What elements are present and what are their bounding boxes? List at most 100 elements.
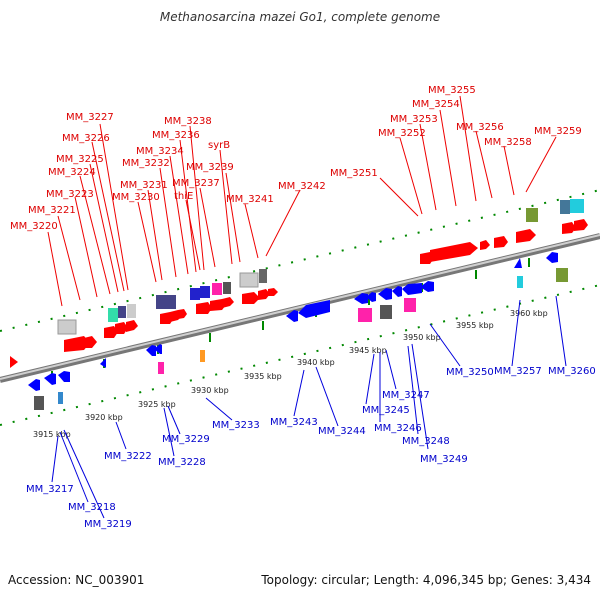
gene-label: MM_3258 [484,137,532,148]
feature-box [190,288,200,300]
gene-label: MM_3227 [66,112,114,123]
forward-gene-arrow [516,229,536,243]
gene-label: MM_3233 [212,420,260,431]
gene-label: MM_3241 [226,194,274,205]
gene-label: MM_3248 [402,436,450,447]
gene-label: MM_3219 [84,519,132,530]
scale-label: 3935 kbp [244,372,282,381]
scale-label: 3915 kbp [33,430,71,439]
feature-box [380,305,392,319]
gene-label: MM_3238 [164,116,212,127]
reverse-gene-arrow [146,345,156,356]
reverse-gene-arrow [44,373,56,385]
gene-label: MM_3230 [112,192,160,203]
gene-label: MM_3245 [362,405,410,416]
gene-label: MM_3256 [456,122,504,133]
reverse-gene-arrow [354,293,368,304]
gene-label: MM_3260 [548,366,596,377]
reverse-gene-arrow [154,344,162,354]
feature-box [223,282,231,294]
gene-label: MM_3255 [428,85,476,96]
gene-label: MM_3257 [494,366,542,377]
feature-box [526,208,538,222]
forward-gene-arrow [10,356,18,368]
forward-gene-arrow [574,219,588,231]
reverse-gene-arrow [298,300,330,318]
gene-label: MM_3237 [172,178,220,189]
forward-gene-arrow [222,297,234,308]
reverse-gene-arrow [392,286,402,297]
feature-box [108,308,118,322]
reverse-gene-arrow [28,379,40,391]
scale-label: 3930 kbp [191,386,229,395]
forward-gene-arrow [178,309,187,319]
forward-gene-arrow [562,222,576,234]
gene-label: MM_3254 [412,99,460,110]
scale-label: 3950 kbp [403,333,441,342]
gene-label: MM_3220 [10,221,58,232]
reverse-leader-lines [51,295,567,519]
gene-label: MM_3246 [374,423,422,434]
gene-label: MM_3221 [28,205,76,216]
gene-label: MM_3250 [446,367,494,378]
feature-box [259,269,267,283]
forward-gene-arrow [430,242,478,262]
gene-label: MM_3226 [62,133,110,144]
feature-box [200,350,205,362]
gene-label: MM_3224 [48,167,96,178]
feature-box [34,396,44,410]
gene-label: MM_3239 [186,162,234,173]
forward-gene-arrow [258,289,270,300]
gene-label: MM_3222 [104,451,152,462]
gene-label: MM_3253 [390,114,438,125]
gene-label: MM_3228 [158,457,206,468]
feature-box [570,199,584,213]
gene-label: MM_3244 [318,426,366,437]
genome-summary-text: Topology: circular; Length: 4,096,345 bp… [261,573,591,587]
reverse-gene-labels: MM_3217 MM_3218 MM_3219 MM_3222 MM_3228 … [26,366,596,530]
feature-box [118,306,126,318]
gene-label: MM_3229 [162,434,210,445]
gene-label: thiE [174,191,193,202]
scale-labels: 3915 kbp 3920 kbp 3925 kbp 3930 kbp 3935… [33,309,548,439]
feature-box [556,268,568,282]
gene-label: MM_3218 [68,502,116,513]
scale-label: 3955 kbp [456,321,494,330]
scale-label: 3960 kbp [510,309,548,318]
gene-label: MM_3234 [136,146,184,157]
gene-label: MM_3225 [56,154,104,165]
gene-label: MM_3223 [46,189,94,200]
feature-box [517,276,523,288]
reverse-gene-arrow [378,288,392,300]
feature-box [158,362,164,374]
reverse-gene-arrow [100,358,106,368]
forward-gene-arrow [268,288,278,296]
gene-label: MM_3217 [26,484,74,495]
gene-label: MM_3251 [330,168,378,179]
gene-label: MM_3249 [420,454,468,465]
gene-label: MM_3243 [270,417,318,428]
feature-box [200,286,210,298]
forward-strand-features [10,199,588,368]
forward-gene-arrow [242,292,260,304]
accession-text: Accession: NC_003901 [8,573,145,587]
gene-label: MM_3247 [382,390,430,401]
feature-box [358,308,372,322]
scale-label: 3925 kbp [138,400,176,409]
forward-gene-arrow [480,240,490,250]
feature-box [404,298,416,312]
reverse-gene-arrow [546,252,558,263]
forward-gene-arrow [84,336,97,348]
forward-gene-arrow [126,320,138,332]
forward-gene-arrow [115,322,128,334]
feature-box [212,283,222,295]
feature-box [57,319,77,335]
gene-label: MM_3242 [278,181,326,192]
forward-gene-arrow [104,326,118,338]
scale-label: 3945 kbp [349,346,387,355]
forward-gene-arrow [64,336,90,352]
gene-label: MM_3236 [152,130,200,141]
gene-label: MM_3252 [378,128,426,139]
reverse-gene-arrow [366,292,376,302]
